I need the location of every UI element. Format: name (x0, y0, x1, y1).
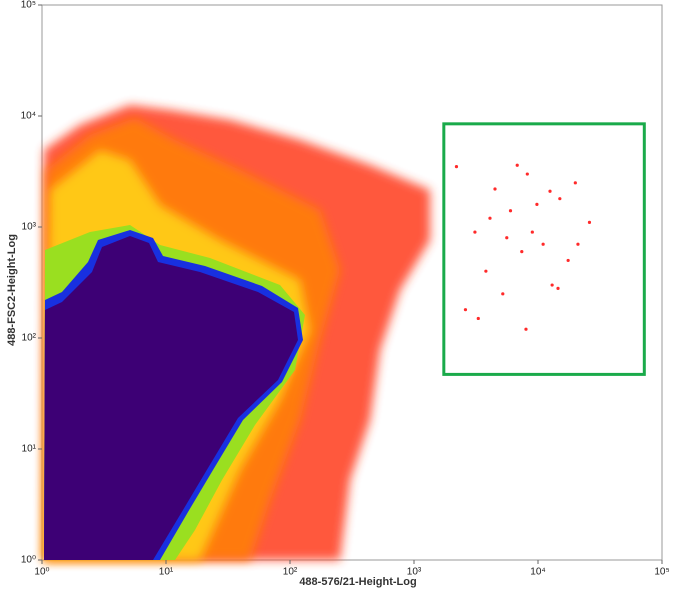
x-tick-label: 10⁵ (654, 567, 669, 578)
x-tick-label: 10⁴ (530, 567, 545, 578)
density-cloud (44, 105, 430, 560)
event-point (515, 163, 519, 167)
event-point (476, 316, 480, 321)
gate[interactable] (442, 122, 646, 376)
event-point (587, 220, 592, 225)
x-tick-label: 10¹ (159, 567, 174, 578)
event-point (493, 187, 497, 191)
event-point (573, 181, 577, 185)
y-tick-label: 10⁴ (21, 111, 36, 122)
y-tick-label: 10² (22, 333, 37, 344)
event-point (566, 258, 570, 263)
event-point (550, 283, 554, 287)
event-point (463, 308, 468, 312)
event-point (508, 209, 513, 213)
event-point (454, 165, 459, 169)
event-point (556, 286, 560, 290)
event-point (541, 242, 545, 246)
x-tick-label: 10⁰ (34, 567, 49, 578)
y-tick-label: 10¹ (22, 444, 37, 455)
event-point (558, 197, 562, 201)
y-tick-label: 10³ (22, 222, 37, 233)
x-axis-title: 488-576/21-Height-Log (299, 576, 416, 588)
event-point (488, 216, 492, 220)
event-point (484, 269, 488, 273)
y-tick-label: 10⁰ (21, 555, 36, 566)
event-point (473, 230, 477, 234)
y-axis-title: 488-FSC2-Height-Log (6, 234, 18, 346)
x-tick-label: 10³ (407, 567, 422, 578)
event-point (530, 230, 534, 234)
y-tick-label: 10⁵ (21, 0, 36, 11)
event-point (576, 242, 580, 246)
density-core (44, 236, 298, 560)
event-point (524, 327, 528, 331)
event-point (520, 250, 524, 254)
event-point (535, 202, 539, 206)
event-point (501, 292, 505, 296)
x-tick-label: 10² (283, 567, 298, 578)
event-point (505, 236, 509, 240)
event-point (525, 172, 529, 176)
event-point (548, 189, 552, 193)
